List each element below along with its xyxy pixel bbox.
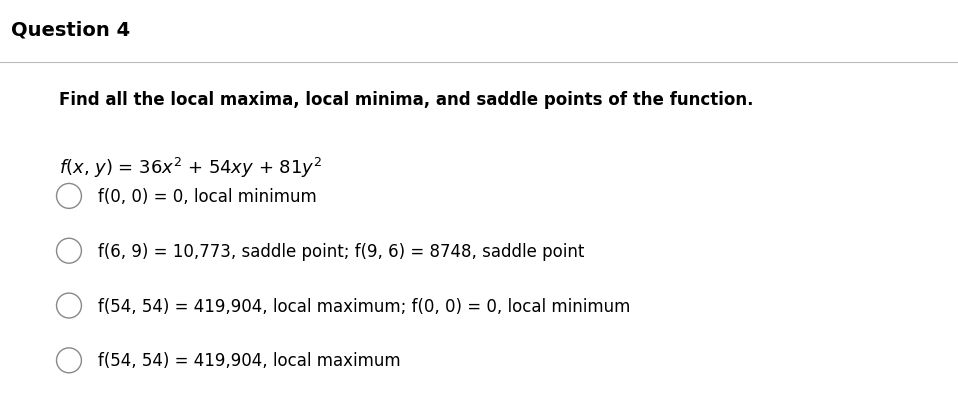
- Text: f(54, 54) = 419,904, local maximum; f(0, 0) = 0, local minimum: f(54, 54) = 419,904, local maximum; f(0,…: [98, 297, 630, 315]
- Text: Question 4: Question 4: [11, 20, 130, 39]
- Text: f(6, 9) = 10,773, saddle point; f(9, 6) = 8748, saddle point: f(6, 9) = 10,773, saddle point; f(9, 6) …: [98, 242, 584, 260]
- Text: f(54, 54) = 419,904, local maximum: f(54, 54) = 419,904, local maximum: [98, 352, 400, 369]
- Text: $\mathit{f}$($\mathit{x}$, $\mathit{y}$) = 36$\mathit{x}^2$ + 54$\mathit{x}\math: $\mathit{f}$($\mathit{x}$, $\mathit{y}$)…: [59, 156, 322, 180]
- Text: Find all the local maxima, local minima, and saddle points of the function.: Find all the local maxima, local minima,…: [59, 91, 754, 109]
- Text: f(0, 0) = 0, local minimum: f(0, 0) = 0, local minimum: [98, 188, 316, 205]
